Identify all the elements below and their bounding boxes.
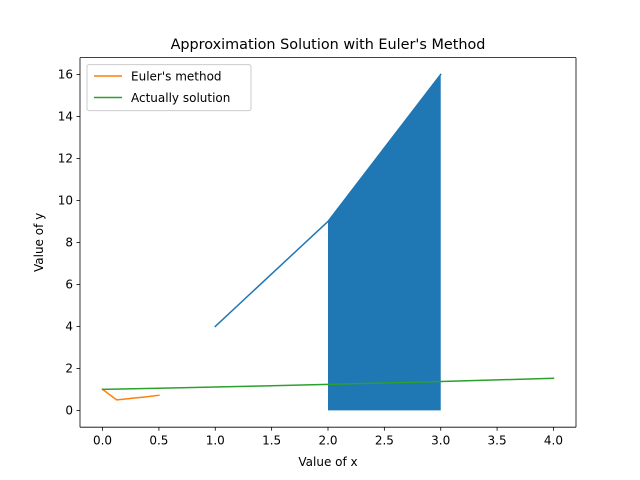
y-tick-label: 4 <box>65 320 73 334</box>
x-tick-label: 3.5 <box>488 434 507 448</box>
legend: Euler's method Actually solution <box>86 64 252 112</box>
x-tick-label: 0.5 <box>149 434 168 448</box>
series-layer <box>101 73 555 411</box>
y-tick-label: 14 <box>58 110 73 124</box>
x-tick-label: 2.5 <box>375 434 394 448</box>
series-3-line <box>101 377 555 391</box>
x-tick-label: 1.5 <box>262 434 281 448</box>
y-axis-label: Value of y <box>32 213 46 272</box>
y-tick-label: 12 <box>58 152 73 166</box>
series-1-fill-area <box>328 74 441 411</box>
x-tick-label: 3.0 <box>431 434 450 448</box>
legend-label-actual: Actually solution <box>131 91 230 105</box>
x-tick-label: 2.0 <box>318 434 337 448</box>
y-tick-label: 6 <box>65 278 73 292</box>
x-tick-label: 1.0 <box>206 434 225 448</box>
legend-label-euler: Euler's method <box>131 70 222 84</box>
y-tick-label: 2 <box>65 362 73 376</box>
x-tick-label: 4.0 <box>544 434 563 448</box>
y-tick-label: 0 <box>65 404 73 418</box>
series-0-line <box>214 73 442 328</box>
y-tick-label: 16 <box>58 68 73 82</box>
chart-title: Approximation Solution with Euler's Meth… <box>171 37 486 53</box>
y-tick-label: 8 <box>65 236 73 250</box>
x-axis-label: Value of x <box>298 455 357 469</box>
y-axis-ticks: 0 2 4 6 8 10 12 14 16 <box>58 68 80 418</box>
x-axis-ticks: 0.0 0.5 1.0 1.5 2.0 2.5 3.0 3.5 4.0 <box>93 427 563 448</box>
x-tick-label: 0.0 <box>93 434 112 448</box>
series-2-line <box>101 388 160 401</box>
y-tick-label: 10 <box>58 194 73 208</box>
legend-box <box>86 64 252 112</box>
